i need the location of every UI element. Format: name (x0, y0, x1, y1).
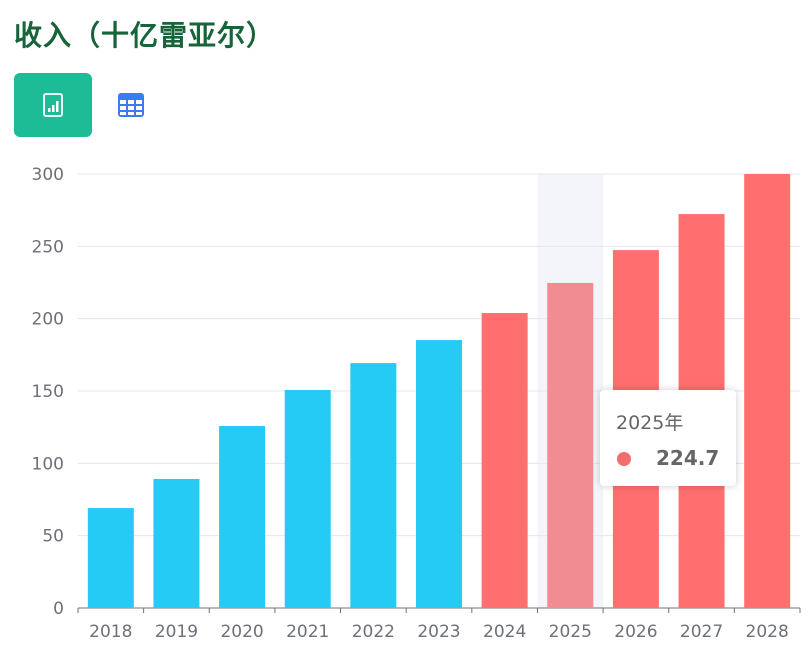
x-tick-label: 2024 (483, 622, 526, 642)
tooltip-value: 224.7 (656, 446, 720, 470)
y-tick-label: 0 (53, 599, 64, 619)
y-tick-label: 50 (42, 527, 64, 547)
bar-2023 (416, 340, 462, 608)
x-tick-label: 2018 (89, 622, 132, 642)
bar-2021 (284, 389, 331, 608)
bar-2018 (87, 508, 134, 608)
tooltip: 2025年 224.7 (600, 390, 736, 486)
x-tick-label: 2027 (680, 622, 723, 642)
x-tick-label: 2023 (417, 622, 460, 642)
x-tick-label: 2020 (220, 622, 263, 642)
x-tick-label: 2026 (614, 622, 657, 642)
bar-2024 (481, 313, 528, 608)
x-tick-label: 2022 (352, 622, 395, 642)
y-tick-label: 300 (32, 165, 64, 185)
y-tick-label: 150 (32, 382, 64, 402)
chart-view-button[interactable] (14, 73, 92, 137)
x-tick-label: 2028 (746, 622, 789, 642)
bar-2028 (744, 174, 791, 608)
page-title: 收入（十亿雷亚尔） (14, 19, 276, 52)
y-tick-label: 100 (32, 454, 64, 474)
bar-chart-icon (43, 93, 63, 117)
x-tick-label: 2025 (549, 622, 592, 642)
tooltip-title: 2025年 (616, 412, 684, 434)
x-tick-label: 2019 (155, 622, 198, 642)
tooltip-marker (617, 452, 631, 466)
table-icon (118, 93, 144, 117)
table-view-button[interactable] (92, 73, 170, 137)
bar-2025 (547, 282, 594, 608)
x-tick-label: 2021 (286, 622, 329, 642)
bar-2020 (219, 426, 266, 608)
bar-2019 (153, 478, 200, 608)
y-tick-label: 250 (32, 237, 64, 257)
bar-2022 (350, 363, 397, 608)
y-tick-label: 200 (32, 310, 64, 330)
